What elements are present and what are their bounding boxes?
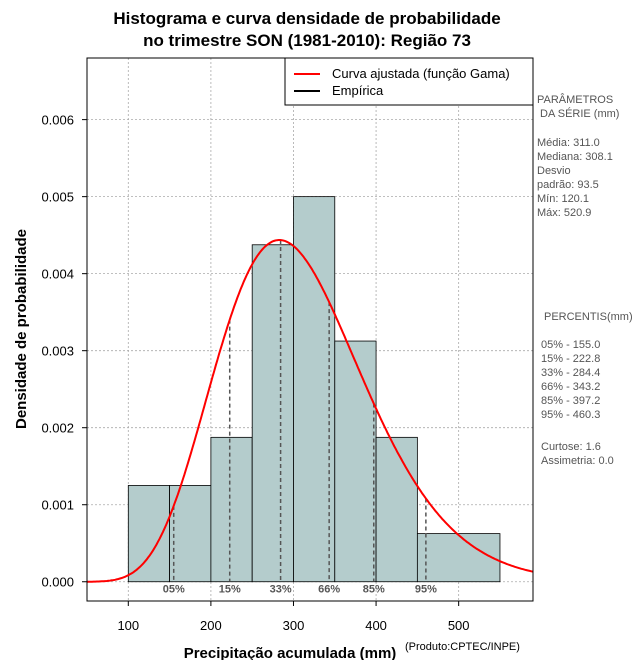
chart-title-line-1: Histograma e curva densidade de probabil…	[113, 9, 500, 28]
params-title-2: DA SÉRIE (mm)	[540, 107, 619, 120]
histogram-bar-0	[127, 485, 170, 583]
histogram-bar-5	[334, 340, 377, 583]
x-tick-label-300: 300	[283, 618, 305, 633]
percentile-33: 33% - 284.4	[541, 367, 600, 379]
percentile-label-5: 95%	[415, 584, 437, 596]
percentis-title: PERCENTIS(mm)	[544, 311, 633, 323]
legend-box	[284, 57, 534, 106]
x-tick-label-500: 500	[448, 618, 470, 633]
side-panel: PARÂMETROS DA SÉRIE (mm) Média: 311.0 Me…	[537, 93, 633, 467]
legend: Curva ajustada (função Gama) Empírica	[284, 57, 534, 106]
legend-empirical-label: Empírica	[332, 83, 384, 98]
histogram-bar-2	[210, 436, 253, 583]
param-mean: Média: 311.0	[537, 137, 600, 149]
x-tick-label-100: 100	[117, 618, 139, 633]
x-axis-ticks: 100 200 300 400 500	[117, 601, 470, 633]
y-tick-label-6: 0.006	[41, 113, 74, 128]
percentile-66: 66% - 343.2	[541, 381, 600, 393]
param-sd: padrão: 93.5	[537, 179, 599, 191]
x-tick-label-400: 400	[365, 618, 387, 633]
param-median: Mediana: 308.1	[537, 151, 613, 163]
y-tick-label-5: 0.005	[41, 190, 74, 205]
skewness: Assimetria: 0.0	[541, 455, 614, 467]
percentile-label-4: 85%	[363, 584, 385, 596]
percentile-labels: 05% 15% 33% 66% 85% 95%	[163, 584, 437, 596]
kurtosis: Curtose: 1.6	[541, 441, 601, 453]
legend-curve-label: Curva ajustada (função Gama)	[332, 66, 510, 81]
percentile-lines	[172, 240, 427, 582]
y-tick-label-4: 0.004	[41, 267, 74, 282]
credit-text: (Produto:CPTEC/INPE)	[405, 641, 520, 653]
histogram-bar-6	[375, 436, 418, 583]
histogram-bar-3	[251, 244, 294, 583]
param-min: Mín: 120.1	[537, 193, 589, 205]
x-tick-label-200: 200	[200, 618, 222, 633]
y-tick-label-2: 0.002	[41, 421, 74, 436]
percentile-label-2: 33%	[270, 584, 292, 596]
percentile-05: 05% - 155.0	[541, 339, 600, 351]
percentile-label-3: 66%	[318, 584, 340, 596]
y-tick-label-0: 0.000	[41, 575, 74, 590]
params-title-1: PARÂMETROS	[537, 93, 613, 106]
y-axis-ticks: 0.000 0.001 0.002 0.003 0.004 0.005 0.006	[41, 113, 87, 590]
histogram-bar-7	[416, 533, 501, 583]
x-axis-label: Precipitação acumulada (mm)	[184, 645, 397, 660]
y-tick-label-1: 0.001	[41, 498, 74, 513]
percentile-95: 95% - 460.3	[541, 409, 600, 421]
percentile-label-0: 05%	[163, 584, 185, 596]
percentile-15: 15% - 222.8	[541, 353, 600, 365]
chart-title-line-2: no trimestre SON (1981-2010): Região 73	[143, 31, 471, 50]
percentile-85: 85% - 397.2	[541, 395, 600, 407]
y-axis-label: Densidade de probabilidade	[13, 229, 30, 429]
y-tick-label-3: 0.003	[41, 344, 74, 359]
param-sd-label: Desvio	[537, 165, 571, 177]
param-max: Máx: 520.9	[537, 207, 591, 219]
histogram-bar-4	[293, 196, 336, 583]
gamma-fit-curve	[87, 239, 534, 583]
percentile-label-1: 15%	[219, 584, 241, 596]
histogram-bars	[127, 196, 501, 583]
